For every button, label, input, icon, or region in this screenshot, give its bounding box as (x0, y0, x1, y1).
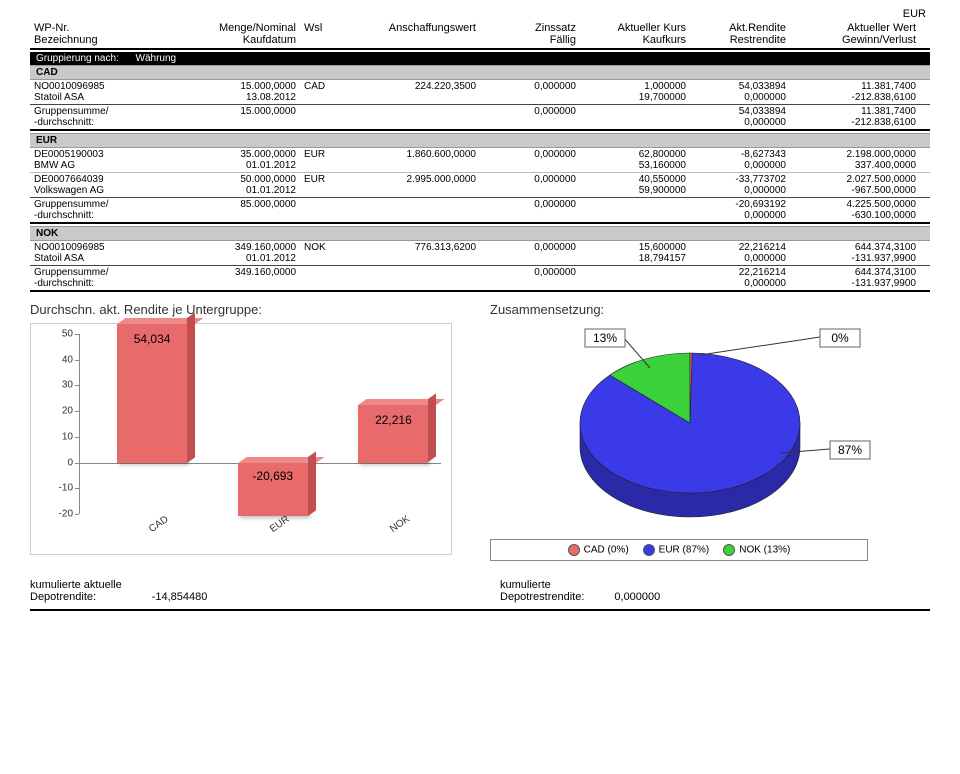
y-tick-label: -20 (39, 509, 73, 520)
legend-swatch (568, 544, 580, 556)
pie-legend: CAD (0%) EUR (87%) NOK (13%) (490, 539, 868, 561)
bar-value-label: 22,216 (343, 413, 443, 427)
y-tick (75, 411, 79, 412)
footer-left-val: -14,854480 (152, 591, 208, 603)
y-tick-label: 50 (39, 329, 73, 340)
hdr-bez: Bezeichnung (34, 34, 98, 46)
pie-pct-label: 87% (838, 443, 862, 457)
bar-value-label: 54,034 (102, 332, 202, 346)
pie-svg: 13% 0% 87% (490, 323, 910, 533)
bar-value-label: -20,693 (223, 469, 323, 483)
bar-chart: -20 -10 0 10 20 30 40 50 54,034 CAD -20,693 EUR 22,2… (30, 323, 452, 555)
table-row: DE0007664039Volkswagen AG50.000,000001.0… (30, 172, 930, 197)
pie-pct-label: 0% (831, 331, 849, 345)
hdr-rend2: Restrendite (730, 34, 786, 46)
legend-label: CAD (0%) (584, 545, 629, 556)
y-tick (75, 514, 79, 515)
bar-chart-col: Durchschn. akt. Rendite je Untergruppe: … (30, 302, 470, 561)
group-sum-row: Gruppensumme/-durchschnitt:15.000,00000,… (30, 104, 930, 129)
bar-chart-title: Durchschn. akt. Rendite je Untergruppe: (30, 302, 470, 317)
y-tick (75, 334, 79, 335)
y-tick-label: 20 (39, 406, 73, 417)
grouping-label: Gruppierung nach: (36, 53, 119, 64)
hdr-zins: Zinssatz (535, 22, 576, 34)
y-tick (75, 385, 79, 386)
legend-item: EUR (87%) (643, 544, 710, 556)
report-page: EUR WP-Nr. Bezeichnung Menge/Nominal Kau… (0, 0, 960, 631)
hdr-rend1: Akt.Rendite (729, 22, 786, 34)
x-tick-label: EUR (268, 514, 292, 535)
table-row: NO0010096985Statoil ASA15.000,000013.08.… (30, 80, 930, 104)
y-axis (79, 334, 80, 514)
y-tick-label: 0 (39, 457, 73, 468)
table-header: WP-Nr. Bezeichnung Menge/Nominal Kaufdat… (30, 20, 930, 50)
group-sum-row: Gruppensumme/-durchschnitt:349.160,00000… (30, 265, 930, 290)
group-header: EUR (30, 133, 930, 148)
grouping-bar: Gruppierung nach: Währung (30, 52, 930, 65)
footer-right-b: Depotrestrendite: (500, 591, 584, 603)
currency-top: EUR (30, 8, 930, 20)
group-header: CAD (30, 65, 930, 80)
hdr-kaufkurs: Kaufkurs (643, 34, 686, 46)
pie-chart-title: Zusammensetzung: (490, 302, 930, 317)
y-tick-label: 10 (39, 431, 73, 442)
hdr-wpnr: WP-Nr. (34, 22, 69, 34)
y-tick-label: -10 (39, 483, 73, 494)
footer-left-a: kumulierte aktuelle (30, 579, 122, 591)
data-groups: CADNO0010096985Statoil ASA15.000,000013.… (30, 65, 930, 292)
pie-pct-label: 13% (593, 331, 617, 345)
pie-chart: 13% 0% 87% (490, 323, 930, 533)
y-tick (75, 488, 79, 489)
hdr-gv: Gewinn/Verlust (842, 34, 916, 46)
legend-swatch (643, 544, 655, 556)
legend-label: EUR (87%) (659, 545, 710, 556)
hdr-wert: Aktueller Wert (847, 22, 916, 34)
footer: kumulierte aktuelle Depotrendite: -14,85… (30, 579, 930, 611)
footer-left-b: Depotrendite: (30, 591, 96, 603)
table-row: NO0010096985Statoil ASA349.160,000001.01… (30, 241, 930, 265)
table-row: DE0005190003BMW AG35.000,000001.01.2012E… (30, 148, 930, 172)
group-sum-row: Gruppensumme/-durchschnitt:85.000,00000,… (30, 197, 930, 222)
charts-row: Durchschn. akt. Rendite je Untergruppe: … (30, 302, 930, 561)
pie-chart-col: Zusammensetzung: 13% 0% 87% CAD (0%) EUR (8… (490, 302, 930, 561)
hdr-faellig: Fällig (550, 34, 576, 46)
footer-right-a: kumulierte (500, 579, 551, 591)
legend-swatch (723, 544, 735, 556)
hdr-wsl: Wsl (304, 22, 322, 34)
hdr-datum: Kaufdatum (243, 34, 296, 46)
x-tick-label: NOK (388, 514, 412, 535)
hdr-menge: Menge/Nominal (219, 22, 296, 34)
legend-label: NOK (13%) (739, 545, 790, 556)
group-header: NOK (30, 226, 930, 241)
legend-item: NOK (13%) (723, 544, 790, 556)
y-tick-label: 30 (39, 380, 73, 391)
footer-right-val: 0,000000 (614, 591, 660, 603)
hdr-aktkurs: Aktueller Kurs (618, 22, 686, 34)
y-tick (75, 437, 79, 438)
legend-item: CAD (0%) (568, 544, 629, 556)
hdr-ansch: Anschaffungswert (389, 22, 476, 34)
x-tick-label: CAD (147, 514, 171, 535)
y-tick (75, 360, 79, 361)
y-tick-label: 40 (39, 354, 73, 365)
grouping-value: Währung (136, 53, 177, 64)
